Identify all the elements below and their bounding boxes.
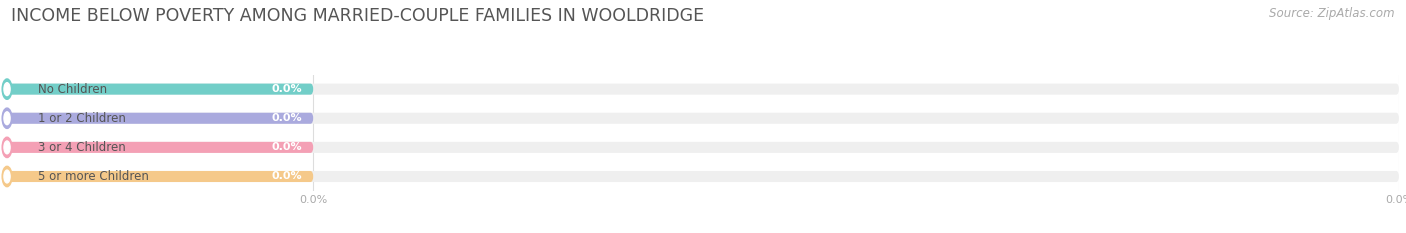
Text: 1 or 2 Children: 1 or 2 Children <box>38 112 125 125</box>
FancyBboxPatch shape <box>7 113 1399 124</box>
Text: 0.0%: 0.0% <box>271 113 302 123</box>
Text: 0.0%: 0.0% <box>271 142 302 152</box>
Circle shape <box>3 79 11 99</box>
Text: 0.0%: 0.0% <box>271 84 302 94</box>
Circle shape <box>4 83 10 96</box>
FancyBboxPatch shape <box>7 142 1399 153</box>
FancyBboxPatch shape <box>7 171 1399 182</box>
FancyBboxPatch shape <box>7 142 314 153</box>
Text: INCOME BELOW POVERTY AMONG MARRIED-COUPLE FAMILIES IN WOOLDRIDGE: INCOME BELOW POVERTY AMONG MARRIED-COUPL… <box>11 7 704 25</box>
Circle shape <box>4 141 10 154</box>
FancyBboxPatch shape <box>7 84 314 95</box>
Circle shape <box>3 137 11 158</box>
Text: No Children: No Children <box>38 83 107 96</box>
Text: 5 or more Children: 5 or more Children <box>38 170 149 183</box>
FancyBboxPatch shape <box>7 113 314 124</box>
Circle shape <box>4 112 10 125</box>
Circle shape <box>3 108 11 128</box>
Text: 3 or 4 Children: 3 or 4 Children <box>38 141 125 154</box>
FancyBboxPatch shape <box>7 171 314 182</box>
Text: Source: ZipAtlas.com: Source: ZipAtlas.com <box>1270 7 1395 20</box>
FancyBboxPatch shape <box>7 84 1399 95</box>
Circle shape <box>4 170 10 183</box>
Circle shape <box>3 166 11 187</box>
Text: 0.0%: 0.0% <box>271 171 302 182</box>
